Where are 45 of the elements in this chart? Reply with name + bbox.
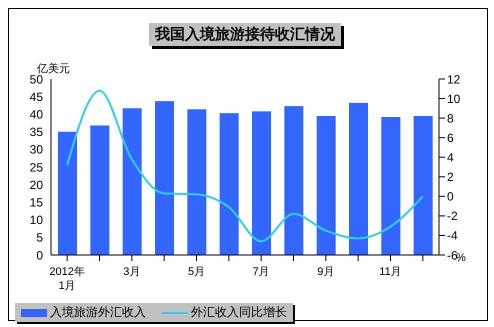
y2-axis-title: %: [456, 252, 466, 264]
bar: [316, 116, 336, 255]
chart-title: 我国入境旅游接待收汇情况: [149, 23, 341, 46]
y-tick-label: 35: [30, 125, 44, 140]
x-tick-label: 11月: [379, 266, 402, 278]
x-tick-label: 7月: [252, 266, 270, 278]
y2-tick-label: 8: [447, 111, 454, 126]
x-tick-label: 3月: [123, 266, 140, 278]
y-axis-title: 亿美元: [37, 62, 70, 75]
y-tick-label: 0: [36, 248, 44, 262]
y-tick-label: 30: [30, 142, 44, 157]
x-tick-label: 9月: [317, 266, 334, 278]
bar: [187, 109, 206, 255]
x-tick-label: 5月: [188, 266, 206, 278]
bar: [220, 113, 239, 255]
bar: [284, 106, 304, 255]
bar: [349, 102, 368, 255]
y-tick-label: 45: [30, 90, 44, 104]
y2-tick-label: 2: [447, 170, 454, 184]
y-tick-label: 25: [30, 160, 44, 174]
y2-tick-label: -6: [447, 248, 458, 262]
y2-tick-label: 12: [447, 72, 461, 86]
line-series: [66, 90, 424, 242]
bar: [90, 125, 110, 255]
y-tick-label: 50: [30, 72, 44, 86]
y2-tick-label: 0: [447, 190, 454, 204]
y2-tick-label: 6: [447, 130, 454, 145]
y2-tick-label: 4: [447, 150, 454, 164]
y-tick-label: 5: [36, 230, 44, 245]
legend-label: 外汇收入同比增长: [190, 304, 287, 321]
bar: [414, 116, 433, 255]
y-tick-label: 15: [30, 195, 44, 210]
y2-tick-label: -2: [447, 209, 458, 224]
x-tick-label: 2012年 1月: [49, 266, 85, 292]
y-tick-label: 20: [30, 178, 44, 192]
y-tick-label: 10: [30, 213, 44, 228]
bar: [155, 101, 174, 255]
bar: [122, 108, 142, 255]
y2-tick-label: -4: [447, 228, 458, 243]
legend-label: 入境旅游外汇收入: [49, 304, 146, 321]
bar: [381, 117, 400, 255]
bar: [58, 132, 77, 255]
bar: [252, 111, 271, 255]
y2-tick-label: 10: [447, 92, 461, 106]
y-tick-label: 40: [30, 107, 44, 122]
